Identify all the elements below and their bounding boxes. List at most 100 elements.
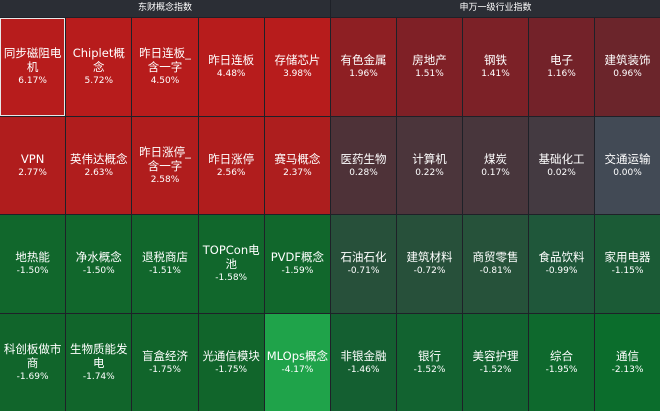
heatmap-tile[interactable]: 非银金融 -1.46% <box>331 313 396 411</box>
tile-name: 存储芯片 <box>274 53 321 68</box>
concept-index-header: 东财概念指数 <box>0 0 330 17</box>
tile-name: 生物质能发电 <box>70 341 128 370</box>
heatmap-tile[interactable]: 昨日涨停_含一字 2.58% <box>132 116 198 214</box>
tile-name: 盲盒经济 <box>141 348 188 363</box>
heatmap-tile[interactable]: 地热能 -1.50% <box>0 215 66 313</box>
tile-change-percent: 0.02% <box>547 167 576 178</box>
tile-change-percent: -2.13% <box>611 364 644 375</box>
tile-change-percent: 3.98% <box>283 69 312 80</box>
tile-change-percent: -1.59% <box>281 266 314 277</box>
tile-change-percent: -1.46% <box>347 364 380 375</box>
tile-change-percent: -1.52% <box>413 364 446 375</box>
tile-change-percent: 2.77% <box>18 167 47 178</box>
tile-name: 房地产 <box>412 53 447 68</box>
industry-heatmap-grid: 有色金属 1.96% 房地产 1.51% 钢铁 1.41% 电子 1.16% 建筑装饰 0.96%… <box>331 18 660 411</box>
tile-change-percent: -1.50% <box>82 266 115 277</box>
heatmap-tile[interactable]: 通信 -2.13% <box>595 313 660 411</box>
heatmap-tile[interactable]: 英伟达概念 2.63% <box>66 116 132 214</box>
tile-change-percent: -1.52% <box>479 364 512 375</box>
tile-change-percent: -4.17% <box>281 364 314 375</box>
tile-name: 赛马概念 <box>274 151 321 166</box>
tile-name: 昨日涨停 <box>208 151 255 166</box>
tile-change-percent: 5.72% <box>84 76 114 87</box>
heatmap-tile[interactable]: 赛马概念 2.37% <box>264 116 330 214</box>
tile-name: 地热能 <box>15 250 50 265</box>
tile-change-percent: 1.41% <box>481 69 510 80</box>
tile-name: 石油石化 <box>340 250 387 265</box>
tile-name: 退税商店 <box>141 250 188 265</box>
tile-change-percent: 0.00% <box>613 167 642 178</box>
heatmap-tile[interactable]: 医药生物 0.28% <box>331 116 396 214</box>
heatmap-tile[interactable]: TOPCon电池 -1.58% <box>198 215 264 313</box>
tile-change-percent: -0.71% <box>347 266 380 277</box>
heatmap-tile[interactable]: 煤炭 0.17% <box>463 116 528 214</box>
tile-name: 净水概念 <box>75 250 122 265</box>
tile-name: 钢铁 <box>484 53 507 68</box>
heatmap-tile[interactable]: 电子 1.16% <box>529 18 594 116</box>
heatmap-tile[interactable]: MLOps概念 -4.17% <box>264 313 330 411</box>
tile-change-percent: -1.74% <box>82 371 115 382</box>
tile-change-percent: -1.50% <box>16 266 49 277</box>
tile-change-percent: 1.51% <box>415 69 444 80</box>
heatmap-tile[interactable]: 商贸零售 -0.81% <box>463 215 528 313</box>
tile-name: 银行 <box>418 348 441 363</box>
heatmap-tile[interactable]: 石油石化 -0.71% <box>331 215 396 313</box>
tile-change-percent: 1.16% <box>547 69 576 80</box>
heatmap-tile[interactable]: 昨日连板 4.48% <box>198 18 264 116</box>
heatmap-tile[interactable]: 计算机 0.22% <box>397 116 462 214</box>
tile-name: 商贸零售 <box>472 250 519 265</box>
tile-change-percent: 0.17% <box>481 167 510 178</box>
heatmap-tile[interactable]: 退税商店 -1.51% <box>132 215 198 313</box>
heatmap-tile[interactable]: 净水概念 -1.50% <box>66 215 132 313</box>
heatmap-tile[interactable]: PVDF概念 -1.59% <box>264 215 330 313</box>
tile-change-percent: 0.22% <box>415 167 444 178</box>
heatmap-tile[interactable]: 盲盒经济 -1.75% <box>132 313 198 411</box>
heatmap-tile[interactable]: 建筑装饰 0.96% <box>595 18 660 116</box>
tile-change-percent: 4.48% <box>216 69 246 80</box>
heatmap-tile[interactable]: 光通信模块 -1.75% <box>198 313 264 411</box>
tile-change-percent: -1.75% <box>149 364 181 375</box>
tile-change-percent: 0.96% <box>613 69 642 80</box>
heatmap-tile[interactable]: 食品饮料 -0.99% <box>529 215 594 313</box>
heatmap-tile[interactable]: 银行 -1.52% <box>397 313 462 411</box>
tile-change-percent: -1.15% <box>611 266 644 277</box>
tile-name: Chiplet概念 <box>72 46 125 75</box>
heatmap-tile[interactable]: VPN 2.77% <box>0 116 66 214</box>
tile-name: 计算机 <box>412 151 447 166</box>
tile-name: TOPCon电池 <box>202 243 260 272</box>
heatmap-tile[interactable]: 房地产 1.51% <box>397 18 462 116</box>
tile-name: 美容护理 <box>472 348 519 363</box>
tile-name: 建筑材料 <box>406 250 453 265</box>
tile-change-percent: -1.51% <box>149 266 181 277</box>
tile-name: MLOps概念 <box>266 348 329 363</box>
heatmap-tile[interactable]: 基础化工 0.02% <box>529 116 594 214</box>
heatmap-tile[interactable]: Chiplet概念 5.72% <box>66 18 132 116</box>
tile-name: 综合 <box>550 348 573 363</box>
tile-name: 英伟达概念 <box>70 151 128 166</box>
concept-heatmap-grid: 同步磁阻电机 6.17% Chiplet概念 5.72% 昨日连板_含一字 4.50% 昨日… <box>0 18 330 411</box>
tile-change-percent: -1.75% <box>215 364 248 375</box>
heatmap-tile[interactable]: 家用电器 -1.15% <box>595 215 660 313</box>
heatmap-tile[interactable]: 同步磁阻电机 6.17% <box>0 18 66 116</box>
heatmap-tile[interactable]: 昨日连板_含一字 4.50% <box>132 18 198 116</box>
tile-change-percent: -1.95% <box>545 364 578 375</box>
tile-name: 建筑装饰 <box>604 53 651 68</box>
heatmap-tile[interactable]: 存储芯片 3.98% <box>264 18 330 116</box>
tile-change-percent: -0.72% <box>413 266 446 277</box>
tile-change-percent: -1.69% <box>16 371 49 382</box>
heatmap-tile[interactable]: 生物质能发电 -1.74% <box>66 313 132 411</box>
heatmap-tile[interactable]: 交通运输 0.00% <box>595 116 660 214</box>
heatmap-tile[interactable]: 美容护理 -1.52% <box>463 313 528 411</box>
tile-name: 煤炭 <box>484 151 507 166</box>
heatmap-tile[interactable]: 科创板做市商 -1.69% <box>0 313 66 411</box>
heatmap-tile[interactable]: 综合 -1.95% <box>529 313 594 411</box>
tile-change-percent: 2.56% <box>216 167 246 178</box>
tile-name: VPN <box>20 151 45 166</box>
tile-name: 科创板做市商 <box>3 341 62 370</box>
heatmap-tile[interactable]: 钢铁 1.41% <box>463 18 528 116</box>
heatmap-tile[interactable]: 昨日涨停 2.56% <box>198 116 264 214</box>
tile-name: 有色金属 <box>340 53 387 68</box>
heatmap-tile[interactable]: 建筑材料 -0.72% <box>397 215 462 313</box>
industry-index-header: 申万一级行业指数 <box>331 0 660 17</box>
heatmap-tile[interactable]: 有色金属 1.96% <box>331 18 396 116</box>
